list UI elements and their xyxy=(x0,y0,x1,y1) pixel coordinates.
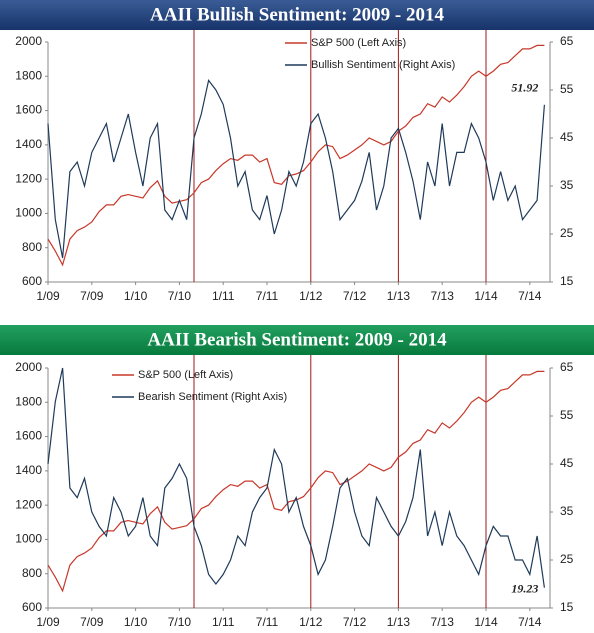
y-tick-label: 1800 xyxy=(15,68,42,82)
chart-title: AAII Bearish Sentiment: 2009 - 2014 xyxy=(147,329,447,350)
y-tick-label: 800 xyxy=(22,240,42,254)
x-tick-label: 7/09 xyxy=(80,615,104,629)
y2-tick-label: 45 xyxy=(560,130,574,144)
title-bar xyxy=(0,0,594,30)
y2-tick-label: 15 xyxy=(560,600,574,614)
x-tick-label: 1/10 xyxy=(124,615,148,629)
x-tick-label: 1/11 xyxy=(212,615,235,629)
y2-tick-label: 65 xyxy=(560,34,574,48)
y-tick-label: 1000 xyxy=(15,532,42,546)
x-tick-label: 1/12 xyxy=(299,289,323,303)
chart-title: AAII Bullish Sentiment: 2009 - 2014 xyxy=(150,4,444,25)
legend-label: Bullish Sentiment (Right Axis) xyxy=(311,59,455,71)
y-tick-label: 2000 xyxy=(15,34,42,48)
x-tick-label: 7/09 xyxy=(80,289,104,303)
x-tick-label: 7/14 xyxy=(518,615,542,629)
x-tick-label: 7/13 xyxy=(431,615,455,629)
legend-label: S&P 500 (Left Axis) xyxy=(138,369,233,381)
x-tick-label: 7/14 xyxy=(518,289,542,303)
series-line xyxy=(47,44,545,267)
legend-label: S&P 500 (Left Axis) xyxy=(311,37,406,49)
y-tick-label: 1800 xyxy=(15,394,42,408)
y-tick-label: 600 xyxy=(22,600,42,614)
x-tick-label: 1/11 xyxy=(212,289,235,303)
x-tick-label: 1/12 xyxy=(299,615,323,629)
x-tick-label: 1/13 xyxy=(387,615,411,629)
x-tick-label: 7/12 xyxy=(343,289,367,303)
y2-tick-label: 15 xyxy=(560,274,574,288)
x-tick-label: 7/11 xyxy=(256,289,279,303)
x-tick-label: 1/09 xyxy=(36,615,60,629)
legend-label: Bearish Sentiment (Right Axis) xyxy=(138,391,287,403)
y2-tick-label: 35 xyxy=(560,178,574,192)
data-label: 51.92 xyxy=(511,81,538,95)
y-tick-label: 1000 xyxy=(15,206,42,220)
x-tick-label: 7/10 xyxy=(168,615,192,629)
y2-tick-label: 25 xyxy=(560,552,574,566)
y-tick-label: 2000 xyxy=(15,360,42,374)
x-tick-label: 7/12 xyxy=(343,615,367,629)
series-line xyxy=(47,367,545,588)
x-tick-label: 1/09 xyxy=(36,289,60,303)
x-tick-label: 7/13 xyxy=(431,289,455,303)
y-tick-label: 1400 xyxy=(15,137,42,151)
y2-tick-label: 55 xyxy=(560,408,574,422)
y2-tick-label: 35 xyxy=(560,504,574,518)
y2-tick-label: 25 xyxy=(560,226,574,240)
y-tick-label: 1600 xyxy=(15,103,42,117)
y-tick-label: 1400 xyxy=(15,463,42,477)
y-tick-label: 600 xyxy=(22,274,42,288)
x-tick-label: 1/14 xyxy=(474,289,498,303)
title-bar xyxy=(0,325,594,355)
x-tick-label: 1/10 xyxy=(124,289,148,303)
y-tick-label: 1200 xyxy=(15,497,42,511)
y2-tick-label: 45 xyxy=(560,456,574,470)
y-tick-label: 1600 xyxy=(15,429,42,443)
y-tick-label: 1200 xyxy=(15,171,42,185)
data-label: 19.23 xyxy=(511,581,538,595)
x-tick-label: 7/10 xyxy=(168,289,192,303)
x-tick-label: 7/11 xyxy=(256,615,279,629)
y2-tick-label: 55 xyxy=(560,82,574,96)
y-tick-label: 800 xyxy=(22,566,42,580)
y2-tick-label: 65 xyxy=(560,360,574,374)
x-tick-label: 1/13 xyxy=(387,289,411,303)
series-line xyxy=(47,79,545,259)
x-tick-label: 1/14 xyxy=(474,615,498,629)
